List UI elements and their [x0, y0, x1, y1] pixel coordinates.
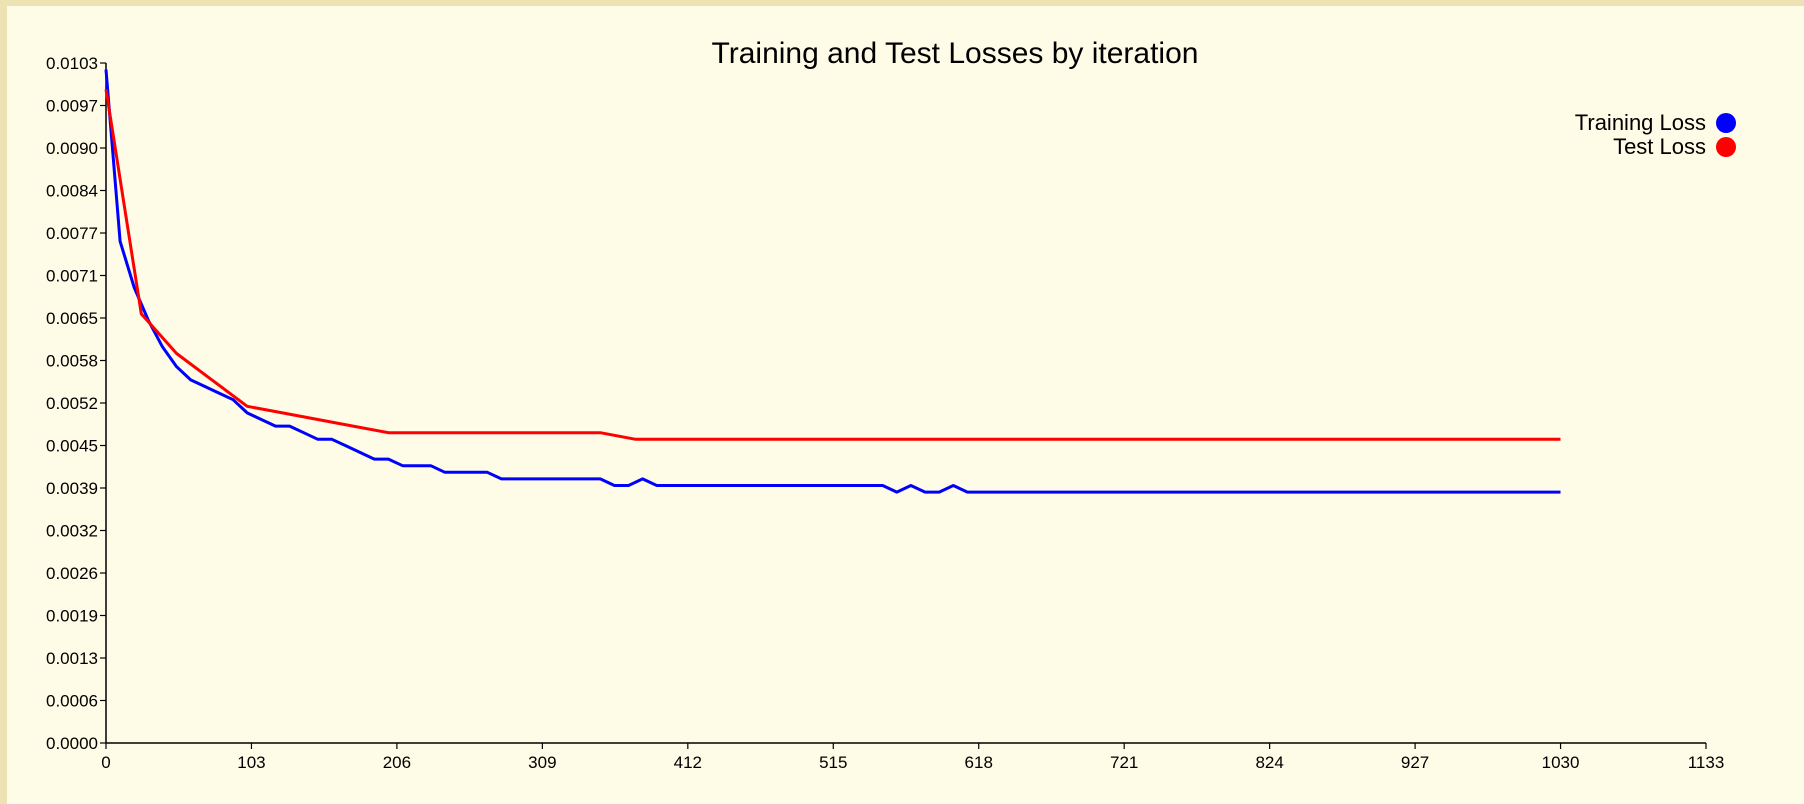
y-tick-label: 0.0026 — [46, 564, 98, 583]
y-tick-label: 0.0071 — [46, 267, 98, 286]
x-tick-label: 721 — [1110, 753, 1138, 772]
y-tick-label: 0.0052 — [46, 394, 98, 413]
y-axis: 0.0000 0.0006 0.0013 0.0019 0.0026 0.0032 0.00… — [46, 54, 107, 753]
x-axis: 0 103 206 309 412 515 618 721 824 927 1030 1133 — [101, 742, 1725, 772]
y-tick-label: 0.0058 — [46, 352, 98, 371]
legend-label-test-loss: Test Loss — [1613, 134, 1706, 159]
y-tick-label: 0.0090 — [46, 139, 98, 158]
legend-marker-test-loss — [1716, 137, 1736, 157]
x-tick-label: 927 — [1401, 753, 1429, 772]
x-tick-label: 0 — [101, 753, 110, 772]
x-tick-label: 412 — [674, 753, 702, 772]
y-tick-label: 0.0000 — [46, 734, 98, 753]
chart-panel — [7, 6, 1804, 804]
x-tick-label: 1133 — [1688, 753, 1725, 772]
y-tick-label: 0.0006 — [46, 692, 98, 711]
y-tick-label: 0.0032 — [46, 522, 98, 541]
test-loss-line — [104, 89, 1561, 441]
y-tick-label: 0.0084 — [46, 182, 98, 201]
y-tick-label: 0.0065 — [46, 309, 98, 328]
y-tick-label: 0.0045 — [46, 437, 98, 456]
y-tick-label: 0.0039 — [46, 479, 98, 498]
x-tick-label: 515 — [819, 753, 847, 772]
x-tick-label: 103 — [237, 753, 265, 772]
y-tick-label: 0.0103 — [46, 54, 98, 73]
y-tick-label: 0.0077 — [46, 224, 98, 243]
x-tick-label: 309 — [528, 753, 556, 772]
x-tick-label: 824 — [1255, 753, 1283, 772]
x-tick-label: 1030 — [1542, 753, 1580, 772]
training-loss-line — [104, 69, 1561, 494]
y-tick-label: 0.0019 — [46, 607, 98, 626]
legend-label-training-loss: Training Loss — [1575, 110, 1706, 135]
x-tick-label: 618 — [965, 753, 993, 772]
legend-marker-training-loss — [1716, 113, 1736, 133]
y-tick-label: 0.0097 — [46, 97, 98, 116]
plot-lines — [104, 69, 1561, 494]
x-tick-label: 206 — [383, 753, 411, 772]
y-tick-label: 0.0013 — [46, 649, 98, 668]
chart-title: Training and Test Losses by iteration — [712, 37, 1199, 70]
